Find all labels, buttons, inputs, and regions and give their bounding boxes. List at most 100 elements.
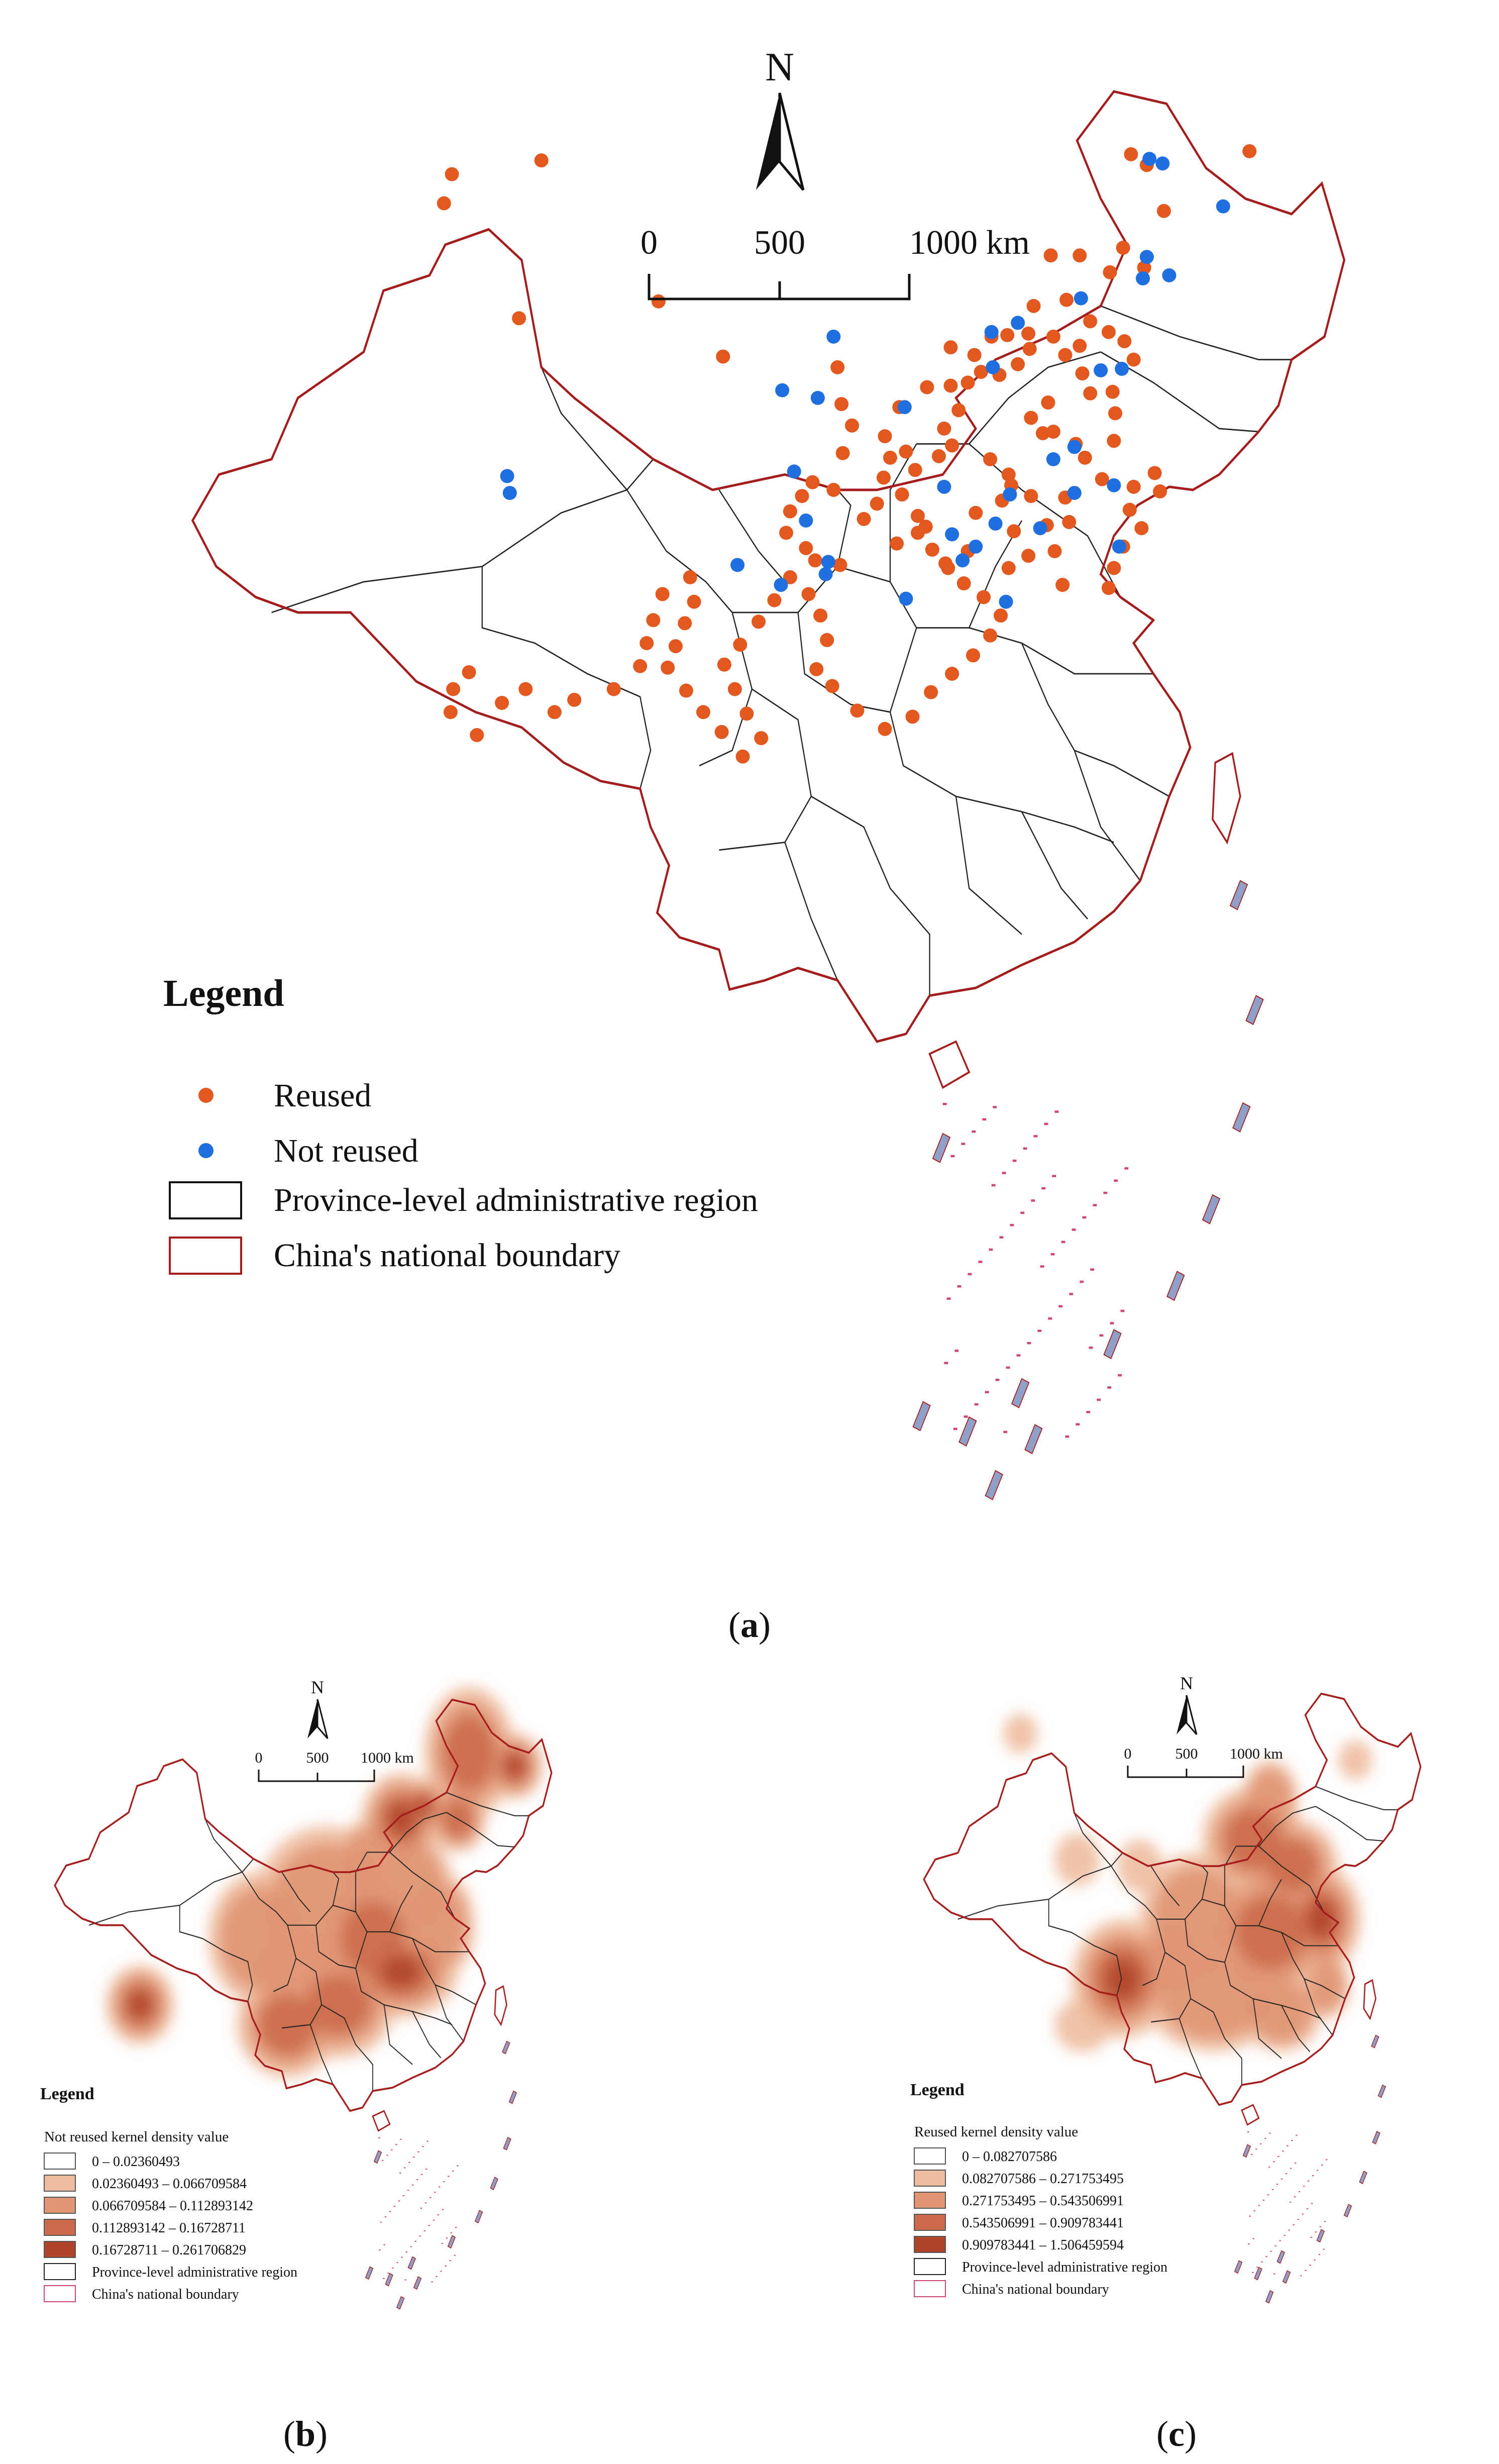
caption-c: (c)	[1156, 2414, 1197, 2454]
reused-point	[1107, 434, 1121, 448]
density-class-label-3: 0.543506991 – 0.909783441	[962, 2215, 1124, 2231]
reused-point	[495, 695, 509, 710]
province-border-19	[1074, 750, 1141, 881]
reused-point	[1001, 467, 1016, 482]
sea-island-34	[1326, 2159, 1328, 2161]
sea-island-51	[1285, 2173, 1288, 2175]
sea-boundary-dash-0	[1371, 2034, 1379, 2048]
sea-island-2	[420, 2207, 422, 2209]
province-border-10	[383, 2004, 413, 2065]
reused-point	[547, 705, 562, 720]
sea-island-30	[452, 2171, 454, 2172]
province-border-1	[626, 459, 654, 490]
reused-point	[1047, 544, 1062, 558]
density-blob-level-1	[1003, 1713, 1038, 1754]
sea-island-41	[445, 2265, 447, 2267]
sea-island-11	[1110, 1322, 1114, 1324]
sea-island-28	[410, 2246, 412, 2247]
legend-province-label: Province-level administrative region	[92, 2265, 297, 2280]
sea-island-17	[1287, 2145, 1289, 2146]
reused-point	[1000, 328, 1015, 342]
reused-point	[899, 444, 913, 459]
density-class-swatch-2	[914, 2192, 946, 2209]
sea-island-4	[1252, 2272, 1254, 2273]
legend-boundary-swatch	[44, 2285, 76, 2302]
not-reused-point	[1142, 152, 1157, 166]
sea-island-59	[425, 2169, 427, 2170]
sea-island-5	[404, 2167, 406, 2169]
reused-point	[679, 683, 693, 698]
sea-island-4	[383, 2278, 385, 2279]
reused-point	[779, 526, 794, 540]
sea-island-19	[946, 1297, 951, 1300]
sea-island-15	[1120, 1309, 1125, 1312]
reused-point	[1011, 357, 1025, 371]
scale-bar: 0 500 1000 km	[640, 223, 1030, 300]
scale-tick-0: 0	[640, 223, 658, 261]
reused-point	[834, 397, 849, 412]
reused-point	[967, 348, 982, 362]
not-reused-point	[955, 553, 970, 568]
sea-island-1	[991, 1184, 996, 1187]
province-border-15	[1224, 1845, 1237, 1906]
sea-boundary-dash-5	[1103, 1329, 1122, 1360]
scale-tick-1000: 1000 km	[909, 223, 1030, 261]
not-reused-point	[826, 330, 841, 344]
sea-island-19	[1249, 2215, 1251, 2217]
sea-island-6	[1050, 1253, 1055, 1256]
reused-point	[956, 576, 971, 591]
province-border-11	[1281, 2005, 1311, 2052]
sea-island-46	[1260, 2143, 1262, 2144]
sea-island-15	[455, 2227, 457, 2228]
reused-point	[983, 452, 998, 466]
sea-island-55	[420, 2174, 423, 2175]
sea-boundary-dash-9	[1265, 2290, 1274, 2304]
reused-point	[799, 541, 813, 555]
province-border-15	[889, 443, 917, 582]
sea-island-54	[993, 1106, 997, 1108]
sea-island-17	[417, 2151, 419, 2152]
reused-point	[1242, 144, 1257, 158]
density-class-swatch-1	[914, 2170, 946, 2187]
sea-island-24	[1006, 1366, 1010, 1369]
sea-island-46	[972, 1130, 976, 1133]
sea-island-23	[1253, 2210, 1256, 2212]
sea-island-27	[1258, 2205, 1260, 2206]
density-class-swatch-2	[44, 2197, 76, 2214]
island-0	[494, 1985, 507, 2026]
province-border-5	[315, 1925, 356, 1969]
reused-point	[1095, 472, 1109, 486]
province-border-16	[1236, 1845, 1325, 1913]
province-border-7	[811, 795, 930, 996]
sea-island-39	[402, 2195, 405, 2196]
legend-province-swatch	[914, 2258, 946, 2275]
sea-island-6	[424, 2202, 427, 2204]
reused-point	[462, 665, 476, 679]
north-label: N	[765, 45, 794, 89]
island-1	[928, 1040, 971, 1089]
sea-island-53	[944, 1362, 948, 1365]
reused-point	[870, 496, 884, 511]
reused-point	[908, 463, 922, 477]
reused-point	[1122, 502, 1137, 517]
reused-point	[606, 682, 621, 696]
sea-island-58	[404, 2279, 406, 2281]
sea-island-45	[1318, 2254, 1320, 2255]
sea-island-48	[433, 2219, 435, 2221]
province-border-20	[969, 351, 1101, 445]
sea-island-42	[961, 1143, 966, 1145]
sea-island-24	[405, 2251, 407, 2253]
sea-boundary-dash-2	[1232, 1102, 1251, 1133]
sea-island-0	[1247, 2131, 1249, 2132]
reused-point	[994, 608, 1008, 623]
sea-island-52	[437, 2214, 440, 2216]
reused-point	[717, 657, 731, 672]
province-border-21	[446, 1812, 515, 1847]
reused-point	[1058, 348, 1073, 362]
density-class-swatch-0	[44, 2152, 76, 2170]
panel-b-map: N 0 500 1000 km Legend Not reused kernel…	[40, 1677, 553, 2454]
not-reused-point	[937, 479, 951, 494]
density-blob-level-1	[1054, 1833, 1100, 1886]
reused-point	[833, 558, 847, 572]
province-border-2	[481, 566, 652, 789]
